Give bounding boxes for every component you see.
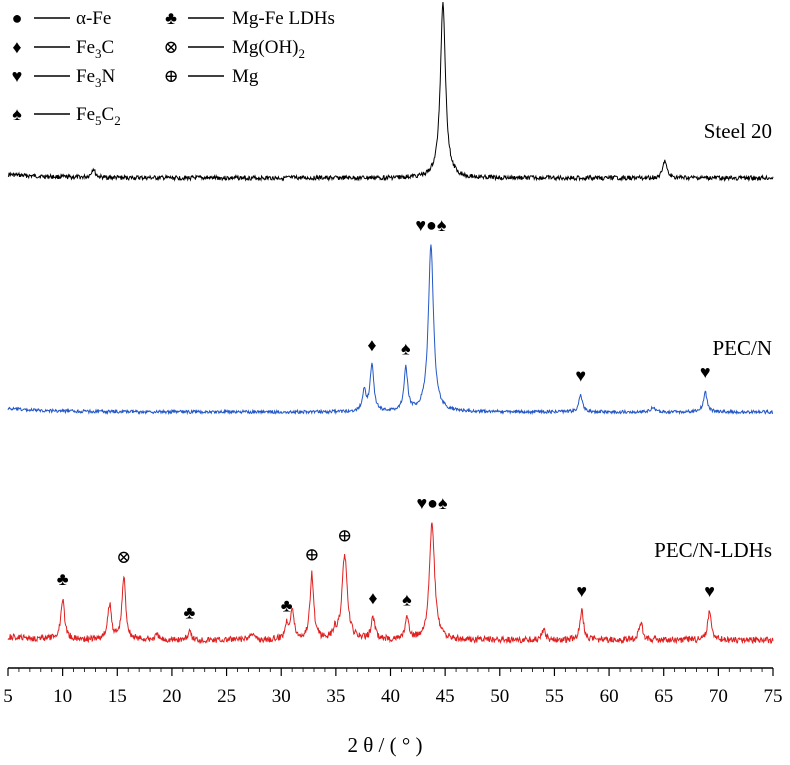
legend-symbol: ♥ — [12, 66, 23, 86]
legend-text: Mg — [232, 66, 259, 87]
legend-subscript: 3 — [95, 46, 102, 61]
legend-label: Fe3N — [76, 66, 116, 90]
legend-symbol: ⊕ — [163, 66, 178, 86]
legend-symbol: ♠ — [12, 104, 22, 124]
series-3: ♣ ⊗ ♣ ♣ ⊕ ⊕ ♦ ♠ ♥●♠ ♥ ♥ PEC/N-LDHs — [7, 493, 774, 645]
legend-label: Mg — [232, 66, 259, 87]
legend-text: Mg-Fe LDHs — [232, 8, 335, 29]
series-line — [7, 244, 773, 416]
peak-marker: ♥ — [575, 365, 586, 385]
legend-label: Mg-Fe LDHs — [232, 8, 335, 29]
series-line — [7, 2, 774, 183]
peak-marker: ⊕ — [304, 544, 319, 564]
series-label: Steel 20 — [704, 119, 772, 143]
x-tick-label: 35 — [326, 686, 345, 707]
x-tick-label: 25 — [217, 686, 236, 707]
peak-marker: ♥ — [576, 581, 587, 601]
x-tick-label: 55 — [545, 686, 564, 707]
legend-text: Fe — [76, 104, 95, 125]
legend-symbol: ● — [12, 8, 23, 28]
legend-item: ⊕ Mg — [163, 66, 258, 87]
legend-text: C — [102, 104, 115, 125]
x-tick-label: 20 — [162, 686, 181, 707]
x-tick-label: 60 — [600, 686, 619, 707]
legend-label: α-Fe — [76, 8, 111, 29]
peak-marker: ⊗ — [116, 547, 131, 567]
peak-marker: ♥ — [704, 581, 715, 601]
legend-subscript: 5 — [95, 113, 102, 128]
legend-label: Mg(OH)2 — [232, 37, 305, 61]
legend-text: Mg(OH) — [232, 37, 299, 58]
legend-item: ♦ Fe3C — [12, 37, 114, 61]
legend-subscript: 2 — [114, 113, 121, 128]
legend-item: ♠ Fe5C2 — [12, 104, 120, 128]
x-tick-label: 65 — [654, 686, 673, 707]
peak-marker: ♥●♠ — [416, 493, 448, 513]
series-group: Steel 20♦ ♠♥●♠♥ ♥PEC/N♣⊗♣ ♣⊕⊕♦ ♠♥●♠♥ ♥PEC/N-L… — [7, 2, 774, 645]
legend-label: Fe3C — [76, 37, 114, 61]
legend-symbol: ♦ — [12, 37, 21, 57]
peak-marker: ♥●♠ — [415, 215, 447, 235]
legend-text: C — [102, 37, 115, 58]
series-label: PEC/N-LDHs — [654, 538, 772, 562]
x-axis-label: 2 θ / ( ° ) — [347, 733, 422, 757]
series-label: PEC/N — [712, 336, 772, 360]
peak-marker: ♥ — [700, 362, 711, 382]
peak-marker: ♠ — [401, 339, 411, 359]
legend-subscript: 2 — [299, 46, 306, 61]
peak-marker: ⊕ — [337, 525, 352, 545]
peak-marker: ♠ — [402, 590, 412, 610]
legend-item: ♣ Mg-Fe LDHs — [165, 8, 335, 29]
x-tick-label: 75 — [764, 686, 783, 707]
peak-marker: ♦ — [368, 588, 377, 608]
legend-text: α-Fe — [76, 8, 111, 29]
x-axis: 5 10 15 20 25 30 35 40 45 50 55 60 65 70 75 — [3, 667, 783, 707]
legend-symbol: ⊗ — [163, 37, 178, 57]
x-tick-label: 10 — [53, 686, 72, 707]
peak-marker: ♣ — [281, 595, 293, 615]
peak-marker: ♦ — [367, 335, 376, 355]
x-tick-label: 40 — [381, 686, 400, 707]
legend-label: Fe5C2 — [76, 104, 121, 128]
x-tick-label: 45 — [436, 686, 455, 707]
legend: ● α-Fe♦ Fe3C♥ Fe3N♠ Fe5C2♣ Mg-Fe LDHs⊗ Mg(OH)2… — [12, 8, 335, 128]
x-tick-label: 30 — [272, 686, 291, 707]
series-2: ♦ ♠♥●♠♥ ♥PEC/N — [7, 215, 773, 416]
x-tick-label: 70 — [709, 686, 728, 707]
legend-symbol: ♣ — [165, 8, 177, 28]
legend-item: ♥ Fe3N — [12, 66, 116, 90]
legend-item: ⊗ Mg(OH)2 — [163, 37, 305, 61]
legend-text: Fe — [76, 37, 95, 58]
peak-marker: ♣ — [184, 603, 196, 623]
legend-text: Fe — [76, 66, 95, 87]
x-tick-label: 50 — [490, 686, 509, 707]
series-1: Steel 20 — [7, 2, 774, 183]
x-tick-label: 5 — [3, 686, 13, 707]
series-line — [7, 522, 774, 645]
peak-marker: ♣ — [57, 569, 69, 589]
legend-text: N — [102, 66, 116, 87]
legend-item: ● α-Fe — [12, 8, 112, 29]
legend-subscript: 3 — [95, 75, 102, 90]
x-tick-label: 15 — [108, 686, 127, 707]
